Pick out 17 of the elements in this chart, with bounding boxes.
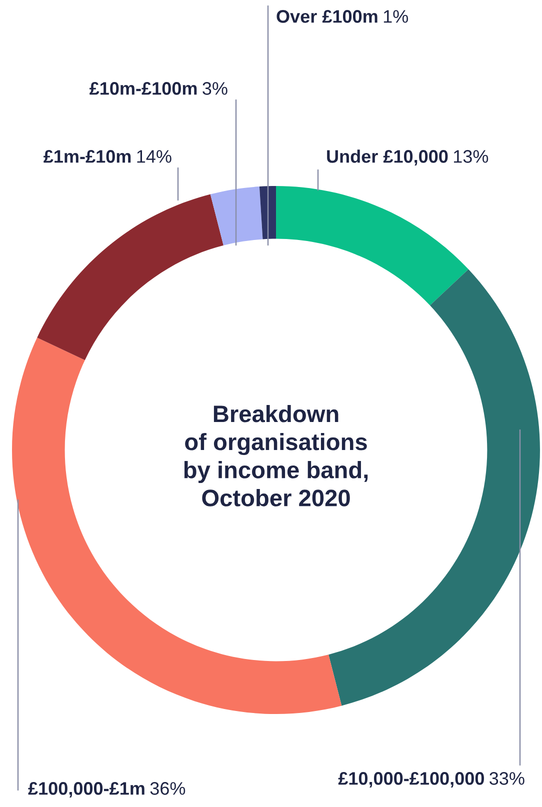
data-label: 1% bbox=[384, 10, 408, 23]
data-label: 3% bbox=[202, 82, 228, 95]
data-label: 14% bbox=[137, 150, 172, 163]
donut-slice bbox=[276, 186, 468, 306]
slice-label: Over £100m bbox=[276, 10, 378, 23]
data-label: 13% bbox=[454, 150, 488, 163]
slice-label: Under £10,000 bbox=[327, 150, 448, 166]
slice-label: £100,000-£1m bbox=[28, 782, 144, 798]
slice-label: £10,000-£100,000 bbox=[338, 772, 484, 788]
text: Breakdown of organisations by income band, October 2020 bbox=[184, 404, 368, 506]
data-label: 33% bbox=[490, 772, 524, 785]
donut-slice bbox=[259, 186, 276, 240]
donut-slice bbox=[210, 186, 263, 246]
slice-label: £10m-£100m bbox=[90, 82, 197, 95]
data-label: 36% bbox=[150, 782, 186, 795]
donut-slice bbox=[37, 194, 224, 360]
slice-label: £1m-£10m bbox=[44, 150, 131, 163]
